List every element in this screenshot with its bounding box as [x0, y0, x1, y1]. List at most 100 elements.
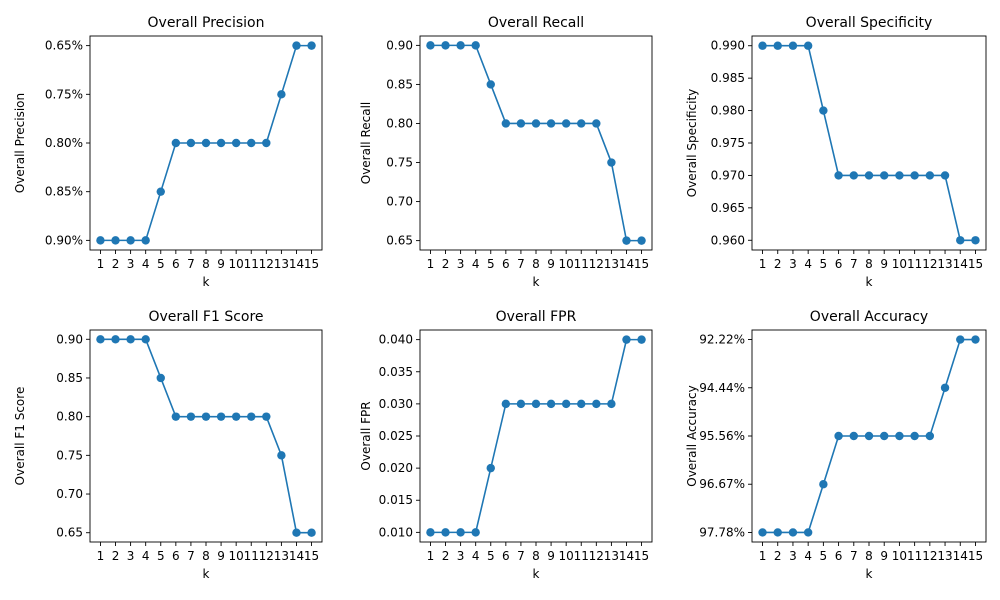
data-point [773, 41, 782, 50]
data-point [292, 528, 301, 537]
y-tick-label: 0.010 [379, 525, 413, 539]
x-tick-label: 15 [968, 257, 983, 271]
data-point [277, 90, 286, 99]
x-tick-label: 6 [172, 257, 180, 271]
data-point [486, 463, 495, 473]
y-tick-label: 0.965 [711, 201, 745, 215]
x-tick-label: 13 [937, 257, 952, 271]
data-point [788, 528, 798, 537]
data-point [171, 138, 181, 148]
x-tick-label: 2 [112, 257, 120, 271]
data-point [925, 171, 935, 180]
data-point [186, 412, 196, 421]
data-point [895, 431, 904, 441]
x-tick-label: 1 [427, 549, 435, 563]
y-tick-label: 0.85 [386, 77, 413, 91]
data-point [441, 41, 450, 50]
x-tick-label: 11 [244, 549, 259, 563]
x-tick-label: 7 [850, 257, 858, 271]
x-tick-label: 8 [202, 257, 210, 271]
x-tick-label: 9 [547, 549, 555, 563]
x-tick-label: 14 [289, 257, 304, 271]
data-point [262, 138, 271, 148]
data-point [758, 528, 767, 537]
data-point [201, 412, 211, 421]
data-point [231, 138, 241, 148]
x-tick-label: 1 [427, 257, 435, 271]
data-point [803, 41, 813, 50]
data-point [486, 80, 495, 89]
x-tick-label: 14 [619, 257, 634, 271]
x-tick-label: 10 [559, 549, 574, 563]
data-point [307, 41, 316, 50]
y-tick-label: 0.75% [45, 87, 83, 101]
data-point [111, 335, 120, 344]
y-tick-label: 0.020 [379, 461, 413, 475]
data-point [956, 236, 965, 245]
data-point [231, 412, 241, 421]
x-tick-label: 1 [759, 257, 767, 271]
data-point [607, 399, 616, 409]
x-tick-label: 5 [157, 257, 165, 271]
data-point [171, 412, 181, 421]
data-point [456, 41, 465, 50]
x-tick-label: 5 [820, 257, 828, 271]
data-point [834, 171, 843, 180]
x-tick-label: 5 [157, 549, 165, 563]
y-tick-label: 0.80 [386, 116, 413, 130]
x-tick-label: 15 [968, 549, 983, 563]
y-tick-label: 94.44% [699, 381, 745, 395]
data-point [96, 335, 105, 344]
data-point [864, 171, 874, 180]
data-point [126, 236, 135, 245]
y-axis-label: Overall Recall [359, 102, 373, 185]
x-tick-label: 7 [517, 257, 525, 271]
x-tick-label: 13 [274, 549, 289, 563]
x-tick-label: 3 [789, 549, 797, 563]
data-point [516, 119, 526, 128]
data-point [637, 335, 646, 344]
subplot-title: Overall Recall [488, 15, 584, 31]
y-tick-label: 0.040 [379, 333, 413, 347]
data-point [531, 119, 541, 128]
x-tick-label: 5 [487, 257, 495, 271]
y-tick-label: 96.67% [699, 477, 745, 491]
x-tick-label: 9 [880, 549, 888, 563]
data-point [111, 236, 120, 245]
y-tick-label: 0.030 [379, 397, 413, 411]
x-axis-label: k [203, 567, 210, 581]
y-tick-label: 0.975 [711, 136, 745, 150]
x-tick-label: 6 [502, 549, 510, 563]
y-tick-label: 0.85 [56, 371, 83, 385]
y-tick-label: 0.985 [711, 71, 745, 85]
data-point [971, 335, 980, 344]
y-tick-label: 0.80% [45, 136, 83, 150]
x-tick-label: 15 [304, 549, 319, 563]
x-tick-label: 6 [502, 257, 510, 271]
x-tick-label: 2 [442, 549, 450, 563]
x-tick-label: 13 [937, 549, 952, 563]
axes-frame [751, 35, 987, 251]
series-line [430, 44, 642, 242]
y-axis-label: Overall Specificity [685, 89, 699, 198]
data-point [471, 41, 480, 50]
x-tick-label: 7 [187, 549, 195, 563]
data-point [96, 236, 105, 245]
x-tick-label: 6 [835, 549, 843, 563]
x-tick-label: 8 [532, 257, 540, 271]
x-tick-label: 14 [953, 549, 968, 563]
data-point [126, 335, 135, 344]
data-point [471, 528, 480, 537]
x-tick-label: 11 [574, 257, 589, 271]
x-tick-label: 3 [127, 549, 135, 563]
y-tick-label: 97.78% [699, 525, 745, 539]
x-tick-label: 13 [604, 549, 619, 563]
data-point [426, 41, 435, 50]
data-point [307, 528, 316, 537]
y-tick-label: 0.80 [56, 410, 83, 424]
x-tick-label: 12 [259, 257, 274, 271]
data-point [577, 399, 586, 409]
y-axis-label: Overall Precision [13, 93, 27, 193]
